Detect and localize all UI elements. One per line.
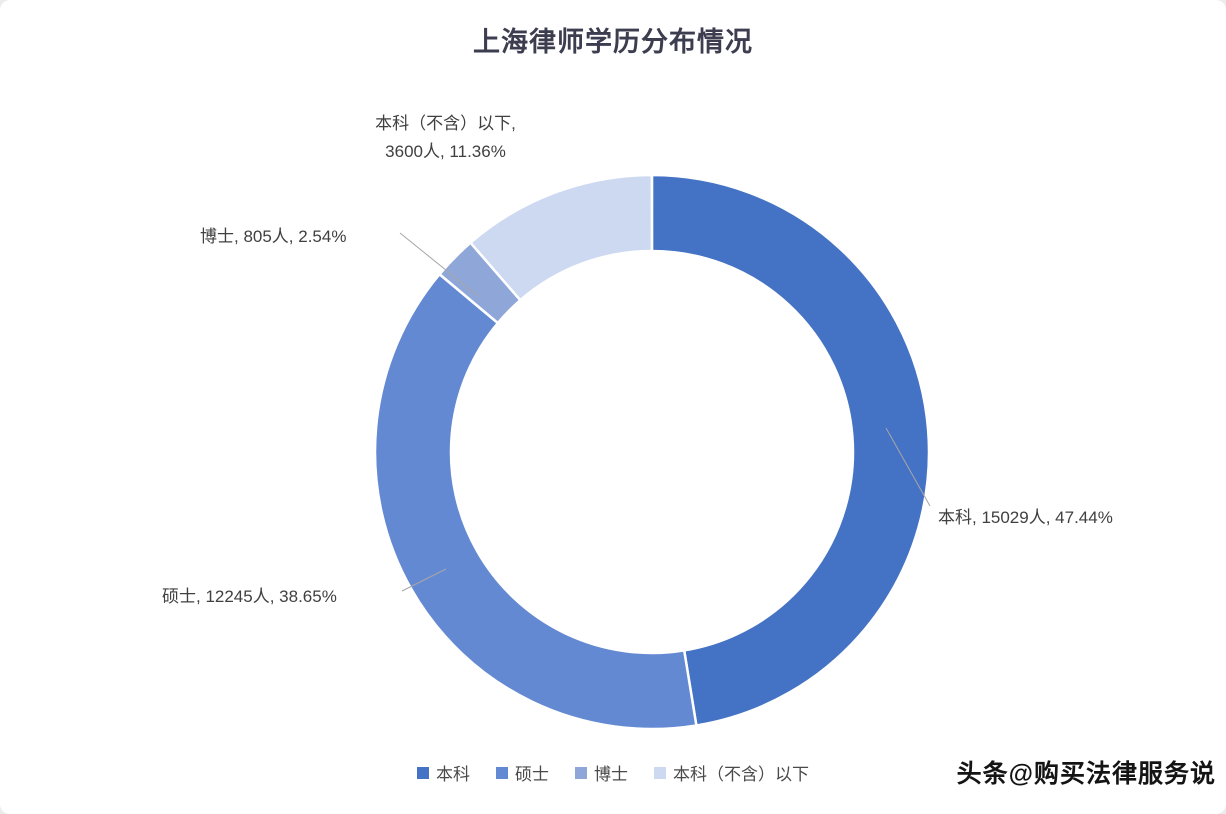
watermark: 头条@购买法律服务说 — [956, 760, 1216, 788]
donut-segment-2 — [373, 272, 698, 731]
donut-segment-4 — [469, 173, 654, 302]
legend-label: 本科（不含）以下 — [673, 765, 809, 784]
leader-line-shuoshi — [401, 568, 447, 592]
data-label-shuoshi: 硕士, 12245人, 38.65% — [162, 587, 337, 606]
legend-item-2: 硕士 — [496, 760, 549, 785]
leader-line-boshi — [399, 232, 479, 297]
legend-marker — [496, 766, 508, 779]
data-label-benke-below-line1: 本科（不含）以下, — [375, 114, 516, 133]
legend-marker — [575, 766, 587, 779]
data-label-benke-below-line2: 3600人, 11.36% — [385, 142, 506, 161]
chart-title: 上海律师学历分布情况 — [473, 27, 753, 57]
legend-marker — [417, 766, 429, 779]
donut-segment-1 — [650, 173, 931, 727]
legend-label: 博士 — [594, 765, 628, 784]
legend-label: 本科 — [436, 765, 470, 784]
legend-label: 硕士 — [515, 765, 549, 784]
legend-item-1: 本科 — [417, 760, 470, 785]
donut-segments — [373, 173, 931, 731]
data-label-benke: 本科, 15029人, 47.44% — [938, 508, 1113, 527]
leader-line-benke — [885, 427, 931, 507]
chart-legend: 本科 硕士 博士 本科（不含）以下 — [0, 760, 1226, 785]
data-label-boshi: 博士, 805人, 2.54% — [200, 227, 347, 246]
legend-item-3: 博士 — [575, 760, 628, 785]
data-label-benke-below: 本科（不含）以下, 3600人, 11.36% — [328, 110, 563, 166]
legend-marker — [654, 766, 666, 779]
leader-lines — [399, 232, 931, 592]
legend-item-4: 本科（不含）以下 — [654, 760, 809, 785]
